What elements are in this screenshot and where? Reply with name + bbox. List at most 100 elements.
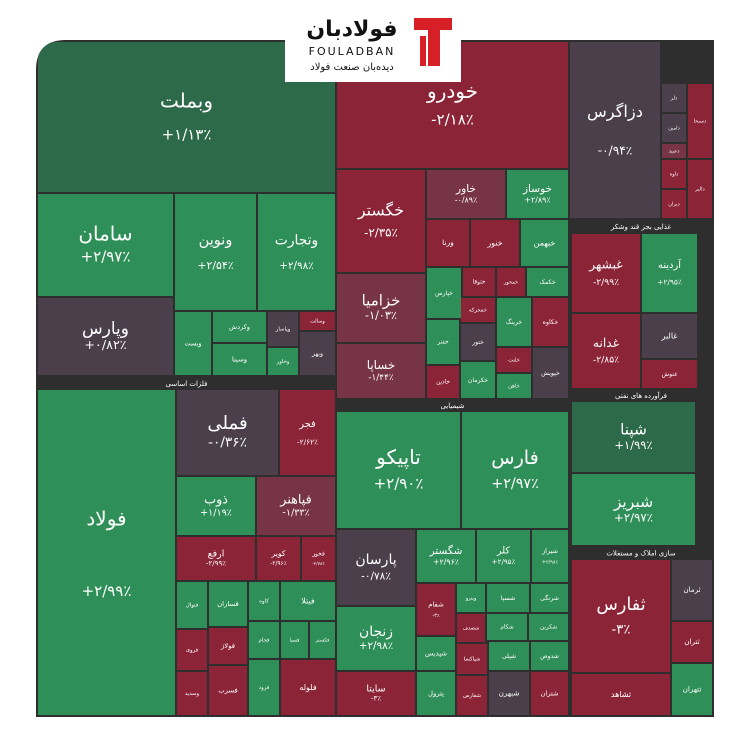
tile-name: خمحور	[503, 280, 518, 286]
tile: ذوب+۱/۱۹٪	[177, 477, 255, 535]
sector-bar	[38, 378, 335, 388]
tile-change: +۱/۹۹٪	[614, 438, 652, 452]
tile-rect	[427, 366, 459, 398]
tile-rect	[427, 170, 505, 218]
tile: شرنگی	[531, 584, 568, 612]
tile-change: -۲/۹۶٪	[270, 561, 287, 567]
tile-rect	[688, 84, 712, 158]
tile-name: فکستر	[315, 638, 330, 644]
tile-name: وسالت	[310, 319, 325, 325]
tile: خمحور	[497, 268, 525, 296]
tile: ونوین +۲/۵۴٪	[175, 194, 256, 310]
tile: خبهمن	[521, 220, 568, 266]
tile-rect	[672, 664, 712, 715]
tile-rect	[461, 362, 495, 398]
tile: غالبر	[642, 314, 697, 358]
tile-rect	[521, 220, 568, 266]
tile-change: -۳٪	[432, 613, 440, 619]
tile-rect	[572, 402, 695, 472]
tile-change: +۲/۹۷٪	[81, 248, 131, 266]
tile-rect	[337, 274, 425, 342]
tile-name: خبهمن	[534, 239, 556, 248]
tile-name: شفارس	[463, 693, 482, 699]
tile: خکاوه	[533, 298, 568, 346]
tile: فیتلا	[281, 582, 335, 620]
tile-name: وپترو	[465, 596, 477, 602]
tile: ارفع-۲/۹۹٪	[177, 537, 255, 580]
tile-name: فولاژ	[220, 642, 235, 650]
tile: خاهن	[497, 374, 531, 398]
tile-rect	[258, 194, 335, 310]
tile-rect	[457, 676, 487, 715]
tile-name: فرود	[259, 685, 270, 691]
tile: دزاگرس -۰/۹۴٪	[570, 42, 660, 218]
tile-name: خپویش	[541, 370, 560, 377]
tile-change: +۲/۸۹٪	[524, 195, 550, 204]
tile-name: کویر	[270, 549, 285, 558]
tile-name: فپاهنر	[279, 493, 311, 508]
tile-name: آردینه	[658, 258, 682, 271]
tile: خزامیا-۱/۰۳٪	[337, 274, 425, 342]
tile-name: غنوش	[662, 371, 679, 378]
tile-rect	[177, 477, 255, 535]
tile-name: کلر	[496, 545, 510, 556]
tile: داوه	[662, 160, 686, 188]
tile-name: فنوال	[186, 603, 199, 609]
tile: ثرمان	[672, 560, 712, 620]
tile-rect	[477, 530, 530, 582]
tile-rect	[462, 412, 568, 528]
tile-rect	[570, 42, 660, 218]
tile-name: ثرمان	[683, 585, 700, 594]
tile-change: +۲/۹۵٪	[492, 557, 516, 566]
tile-name: فروی	[186, 648, 199, 654]
tile-rect	[337, 530, 415, 605]
tile-name: وتجارت	[275, 232, 318, 248]
tile: خنور	[471, 220, 519, 266]
tile: تاپیکو +۲/۹۰٪	[337, 412, 460, 528]
tile: غبشهر -۲/۹۹٪	[572, 234, 640, 312]
tile-name: شگستر	[429, 544, 463, 557]
tile-name: شدوص	[540, 653, 559, 660]
sector-label: فلزات اساسی	[166, 380, 208, 388]
tile-rect	[38, 298, 173, 375]
sector-label: غذایی بجز قند وشکر	[610, 223, 672, 231]
tile-name: دالبر	[694, 187, 704, 193]
tile-name: دامین	[668, 126, 680, 132]
tile-name: وبست	[184, 340, 201, 348]
tile: خکرمان	[461, 362, 495, 398]
tile-rect	[531, 584, 568, 612]
tile: وپارس+۰/۸۲٪	[38, 298, 173, 375]
tile-name: غبشهر	[588, 258, 623, 273]
tile-rect	[487, 614, 527, 640]
tile-name: فولاد	[86, 507, 126, 531]
tile-name: تاپیکو	[375, 445, 421, 470]
tile-name: شبریز	[613, 493, 653, 512]
logo-brand: FOULADBAN	[309, 45, 396, 58]
tile-name: دلر	[670, 96, 678, 102]
tile-change: +۲/۹۷٪	[491, 476, 539, 492]
tile: فخوز -۲/۷۸٪	[302, 537, 335, 580]
tile-rect	[497, 268, 525, 296]
tile-name: فملی	[207, 413, 247, 434]
tile-rect	[310, 622, 335, 658]
tile: فنوال	[177, 582, 207, 628]
tile: خرینگ	[497, 298, 531, 346]
tile-rect	[533, 348, 568, 398]
tile-change: +۲/۹۸٪	[279, 260, 313, 272]
tile-name: خفنر	[436, 340, 449, 346]
tile-name: وبهر	[311, 351, 323, 358]
tile: وبهر	[300, 332, 335, 375]
tile: کاوه	[249, 582, 279, 620]
tile-change: -۲/۶۲٪	[297, 438, 318, 447]
tile-name: ختوقا	[473, 280, 486, 286]
tile: فجام	[249, 622, 279, 658]
tile-name: وپاسار	[275, 327, 291, 333]
tile: فکستر	[310, 622, 335, 658]
tile-name: شیراز	[541, 547, 558, 555]
tile-rect	[281, 582, 335, 620]
tile: وسدید	[177, 672, 207, 715]
tile: دلر	[662, 84, 686, 112]
tile-rect	[177, 390, 278, 475]
tile-name: شکربن	[540, 624, 557, 631]
tile-rect	[672, 622, 712, 662]
